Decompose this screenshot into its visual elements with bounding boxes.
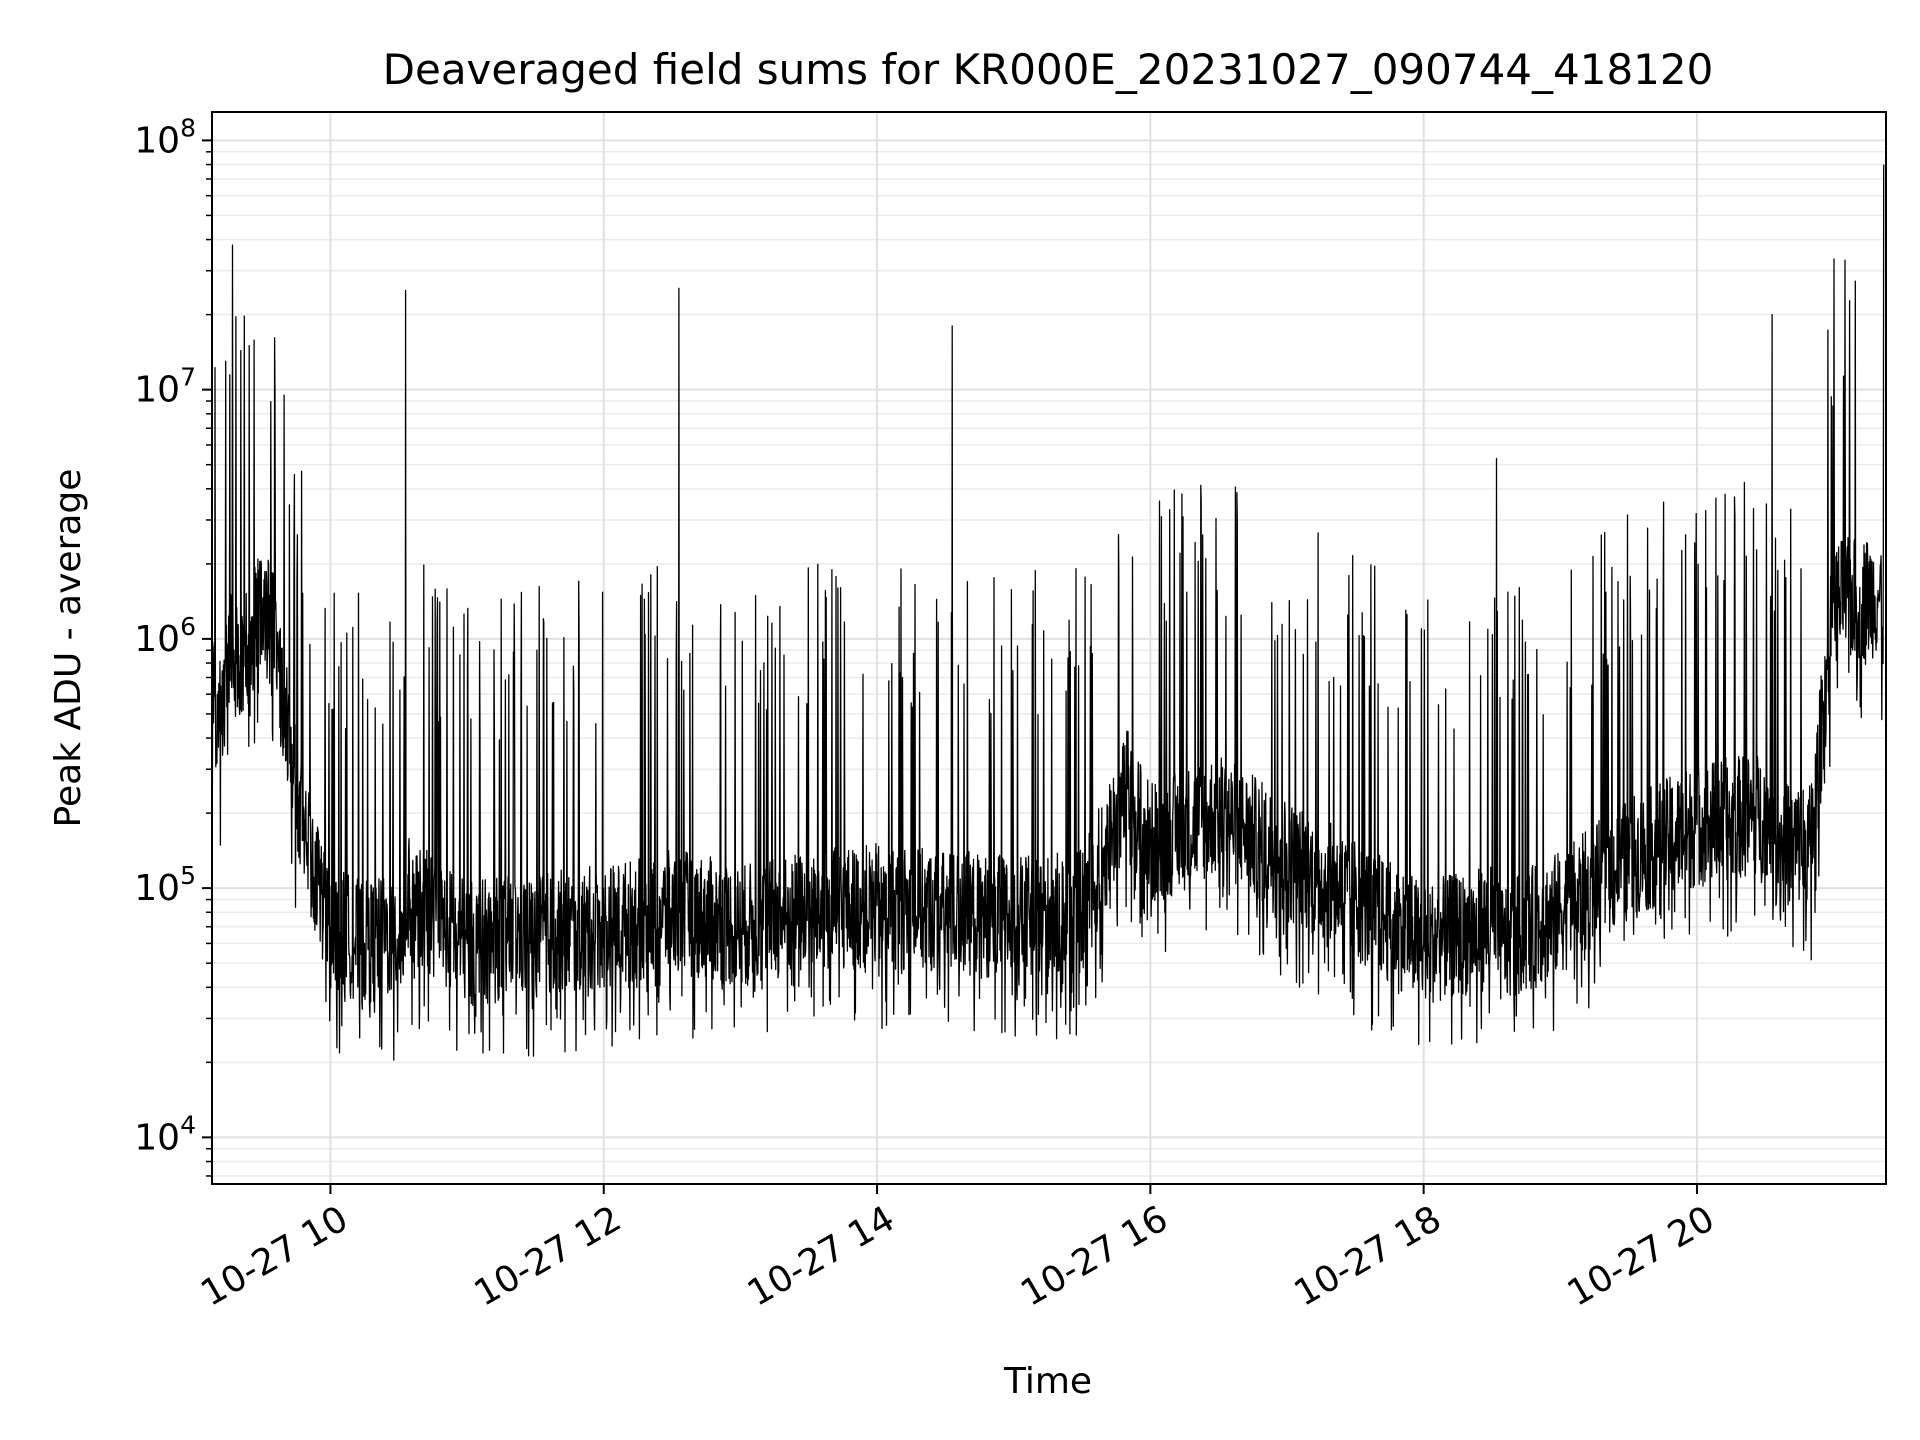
y-axis-label: Peak ADU - average — [48, 469, 89, 828]
x-tick-label: 10-27 10 — [194, 1198, 355, 1314]
y-tick-label-base: 10 — [134, 1117, 180, 1158]
plot-frame — [211, 111, 1887, 1185]
grid — [212, 112, 1886, 1184]
x-axis-label: Time — [1003, 1361, 1092, 1402]
x-tick-label: 10-27 14 — [741, 1198, 902, 1314]
series-line — [211, 164, 1885, 1061]
chart-title: Deaveraged field sums for KR000E_2023102… — [383, 45, 1714, 94]
y-tick-label: 105 — [134, 861, 196, 909]
x-tick-label: 10-27 12 — [468, 1198, 629, 1314]
y-tick-label: 104 — [134, 1110, 196, 1158]
y-tick-label-base: 10 — [134, 120, 180, 161]
y-tick-label-base: 10 — [134, 868, 180, 909]
y-tick-label: 108 — [134, 113, 196, 161]
x-tick-label: 10-27 18 — [1287, 1198, 1448, 1314]
y-tick-label-exponent: 5 — [180, 861, 196, 890]
y-tick-label-base: 10 — [134, 370, 180, 411]
x-axis: 10-27 10 10-27 12 10-27 14 10-27 16 10-27 18… — [194, 1184, 1721, 1315]
y-tick-label-base: 10 — [134, 619, 180, 660]
y-tick-label-exponent: 6 — [180, 612, 196, 641]
y-tick-label: 107 — [134, 363, 196, 411]
x-tick-label: 10-27 20 — [1561, 1198, 1722, 1314]
series-0-path — [211, 164, 1885, 1061]
y-tick-label: 106 — [134, 612, 196, 660]
x-tick-label: 10-27 16 — [1014, 1198, 1175, 1314]
y-tick-label-exponent: 4 — [180, 1110, 196, 1139]
y-tick-label-exponent: 7 — [180, 363, 196, 392]
y-tick-label-exponent: 8 — [180, 113, 196, 142]
